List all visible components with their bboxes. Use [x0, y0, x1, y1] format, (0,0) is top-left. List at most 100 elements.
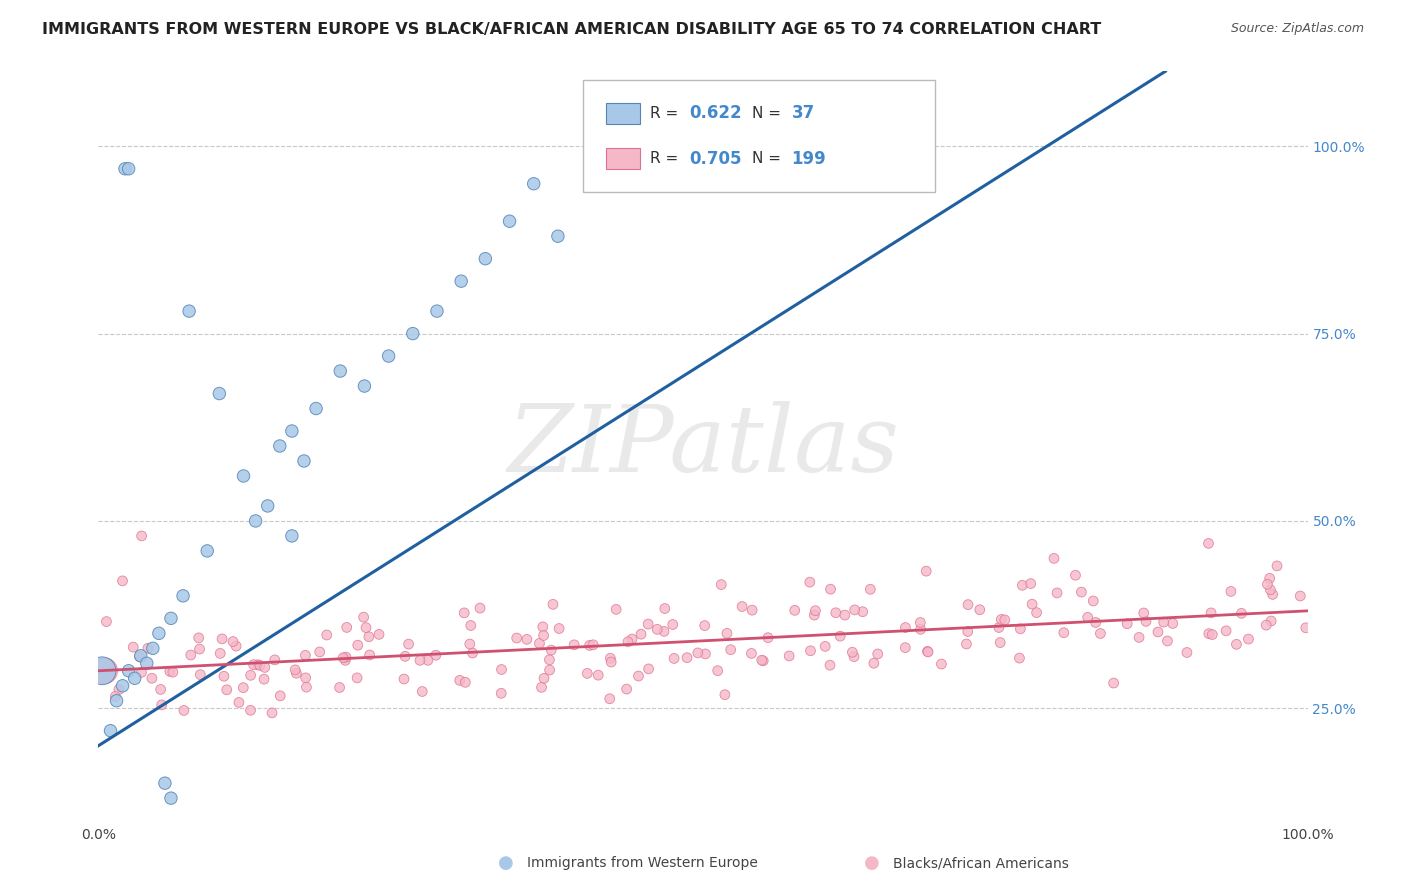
Text: IMMIGRANTS FROM WESTERN EUROPE VS BLACK/AFRICAN AMERICAN DISABILITY AGE 65 TO 74: IMMIGRANTS FROM WESTERN EUROPE VS BLACK/… — [42, 22, 1101, 37]
Point — [695, 647, 717, 661]
Point — [215, 682, 238, 697]
Point — [637, 617, 659, 632]
Point — [228, 695, 250, 709]
Point — [332, 650, 354, 665]
Point — [308, 645, 330, 659]
Point — [208, 386, 231, 401]
Point — [239, 668, 262, 682]
Point — [188, 667, 211, 681]
Point — [915, 564, 938, 578]
Point — [187, 631, 209, 645]
Point — [346, 671, 368, 685]
Point — [354, 621, 377, 635]
Point — [461, 646, 484, 660]
Point — [955, 637, 977, 651]
Point — [118, 161, 141, 176]
Point — [141, 671, 163, 685]
Point — [294, 648, 316, 663]
Point — [104, 690, 127, 704]
Point — [489, 686, 512, 700]
Point — [506, 631, 529, 645]
Point — [122, 640, 145, 655]
Point — [131, 665, 153, 680]
Point — [990, 612, 1012, 626]
Point — [108, 682, 131, 697]
Point — [1256, 577, 1278, 591]
Point — [162, 665, 184, 680]
Point — [1215, 624, 1237, 638]
Point — [600, 655, 623, 669]
Point — [450, 274, 472, 288]
Point — [820, 582, 842, 597]
Point — [630, 627, 652, 641]
Point — [616, 681, 638, 696]
Point — [346, 638, 368, 652]
Point — [1225, 637, 1247, 651]
Point — [894, 640, 917, 655]
Point — [142, 641, 165, 656]
Point — [1090, 626, 1112, 640]
Point — [173, 704, 195, 718]
Point — [645, 623, 668, 637]
Point — [1008, 651, 1031, 665]
Point — [100, 723, 122, 738]
Text: 199: 199 — [792, 150, 827, 168]
Point — [533, 628, 555, 642]
Point — [617, 635, 640, 649]
Point — [866, 647, 889, 661]
Point — [852, 605, 875, 619]
Point — [956, 598, 979, 612]
Point — [1010, 622, 1032, 636]
Point — [93, 664, 115, 678]
Point — [693, 618, 716, 632]
Point — [994, 613, 1017, 627]
Point — [96, 615, 118, 629]
Point — [253, 660, 276, 674]
Point — [357, 630, 380, 644]
Point — [599, 651, 621, 665]
Point — [114, 161, 136, 176]
Text: R =: R = — [650, 151, 683, 166]
Point — [1053, 625, 1076, 640]
Point — [159, 665, 181, 679]
Point — [538, 653, 561, 667]
Point — [409, 653, 432, 667]
Text: N =: N = — [752, 106, 786, 121]
Point — [533, 671, 555, 685]
Point — [716, 626, 738, 640]
Point — [910, 615, 932, 630]
Point — [239, 703, 262, 717]
Point — [1102, 676, 1125, 690]
Point — [111, 574, 134, 588]
Point — [411, 684, 433, 698]
Point — [988, 635, 1011, 649]
Point — [1295, 621, 1317, 635]
Point — [180, 648, 202, 662]
Text: N =: N = — [752, 151, 786, 166]
Point — [710, 577, 733, 591]
Point — [778, 648, 800, 663]
Text: ●: ● — [863, 855, 880, 872]
Point — [172, 589, 194, 603]
Point — [531, 620, 554, 634]
Point — [1128, 631, 1150, 645]
Point — [987, 620, 1010, 634]
Point — [804, 604, 827, 618]
Point — [783, 603, 806, 617]
Point — [294, 671, 316, 685]
Point — [212, 669, 235, 683]
Point — [1083, 594, 1105, 608]
Point — [731, 599, 754, 614]
Point — [454, 675, 477, 690]
Point — [449, 673, 471, 688]
Point — [714, 688, 737, 702]
Point — [460, 618, 482, 632]
Point — [131, 529, 153, 543]
Point — [547, 229, 569, 244]
Point — [576, 666, 599, 681]
Point — [225, 639, 247, 653]
Point — [917, 644, 939, 658]
Point — [245, 514, 267, 528]
Point — [654, 601, 676, 615]
Point — [491, 663, 513, 677]
